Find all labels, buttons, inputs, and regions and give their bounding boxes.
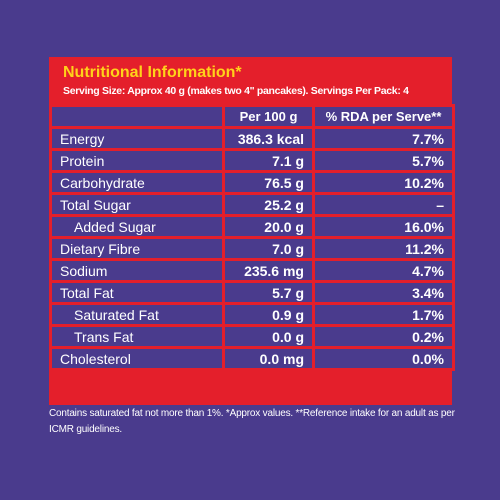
nutrient-label: Total Fat <box>49 280 225 305</box>
nutrient-label: Added Sugar <box>49 214 225 239</box>
nutrient-label: Protein <box>49 148 225 173</box>
rda-value: 11.2% <box>312 236 455 261</box>
rda-value: 7.7% <box>312 126 455 151</box>
nutrition-table: Per 100 g % RDA per Serve** Energy 386.3 … <box>49 104 455 371</box>
rda-value: – <box>312 192 455 217</box>
table-row: Dietary Fibre 7.0 g 11.2% <box>49 236 455 261</box>
per-100g-value: 0.0 g <box>222 324 315 349</box>
per-100g-value: 0.0 mg <box>222 346 315 371</box>
header-row: Per 100 g % RDA per Serve** <box>49 104 455 129</box>
table-row: Sodium 235.6 mg 4.7% <box>49 258 455 283</box>
empty-header <box>49 104 225 129</box>
rda-value: 0.0% <box>312 346 455 371</box>
rda-value: 5.7% <box>312 148 455 173</box>
rda-value: 10.2% <box>312 170 455 195</box>
table-row: Trans Fat 0.0 g 0.2% <box>49 324 455 349</box>
rda-value: 3.4% <box>312 280 455 305</box>
nutrient-label: Cholesterol <box>49 346 225 371</box>
table-row: Total Sugar 25.2 g – <box>49 192 455 217</box>
rda-value: 16.0% <box>312 214 455 239</box>
nutrient-label: Saturated Fat <box>49 302 225 327</box>
serving-info: Serving Size: Approx 40 g (makes two 4" … <box>63 85 409 97</box>
per-100g-value: 20.0 g <box>222 214 315 239</box>
nutrition-panel: Nutritional Information* Serving Size: A… <box>49 57 455 405</box>
per-100g-value: 7.1 g <box>222 148 315 173</box>
table-row: Saturated Fat 0.9 g 1.7% <box>49 302 455 327</box>
table-row: Protein 7.1 g 5.7% <box>49 148 455 173</box>
per-100g-value: 0.9 g <box>222 302 315 327</box>
footnote: Contains saturated fat not more than 1%.… <box>49 408 455 435</box>
column-header: % RDA per Serve** <box>312 104 455 129</box>
per-100g-value: 25.2 g <box>222 192 315 217</box>
nutrient-label: Total Sugar <box>49 192 225 217</box>
rda-value: 0.2% <box>312 324 455 349</box>
table-row: Added Sugar 20.0 g 16.0% <box>49 214 455 239</box>
table-row: Total Fat 5.7 g 3.4% <box>49 280 455 305</box>
rda-value: 4.7% <box>312 258 455 283</box>
nutrient-label: Trans Fat <box>49 324 225 349</box>
column-header: Per 100 g <box>222 104 315 129</box>
title: Nutritional Information* <box>63 64 242 81</box>
nutrient-label: Energy <box>49 126 225 151</box>
per-100g-value: 7.0 g <box>222 236 315 261</box>
per-100g-value: 386.3 kcal <box>222 126 315 151</box>
nutrient-label: Sodium <box>49 258 225 283</box>
rda-value: 1.7% <box>312 302 455 327</box>
table-row: Energy 386.3 kcal 7.7% <box>49 126 455 151</box>
nutrient-label: Dietary Fibre <box>49 236 225 261</box>
per-100g-value: 76.5 g <box>222 170 315 195</box>
nutrient-label: Carbohydrate <box>49 170 225 195</box>
per-100g-value: 235.6 mg <box>222 258 315 283</box>
table-row: Carbohydrate 76.5 g 10.2% <box>49 170 455 195</box>
table-row: Cholesterol 0.0 mg 0.0% <box>49 346 455 371</box>
per-100g-value: 5.7 g <box>222 280 315 305</box>
